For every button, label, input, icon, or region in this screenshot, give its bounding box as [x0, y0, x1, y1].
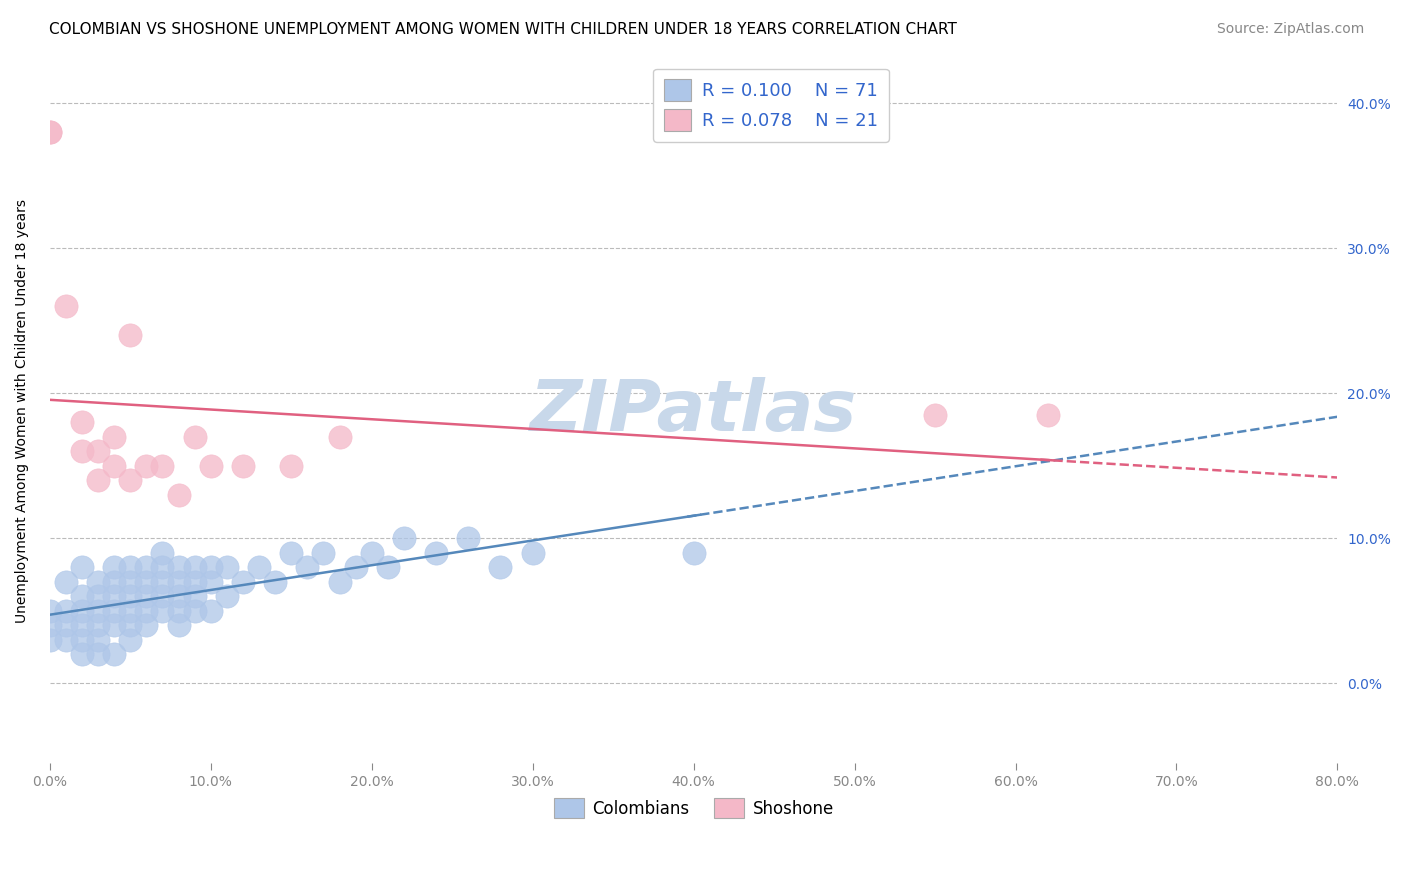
Point — [297, 560, 319, 574]
Point — [457, 531, 479, 545]
Point — [70, 648, 93, 662]
Point — [167, 488, 190, 502]
Point — [280, 546, 302, 560]
Point — [103, 604, 125, 618]
Point — [70, 590, 93, 604]
Point — [103, 590, 125, 604]
Point — [120, 574, 142, 589]
Point — [120, 604, 142, 618]
Point — [183, 560, 205, 574]
Point — [152, 546, 174, 560]
Point — [152, 604, 174, 618]
Point — [87, 618, 110, 632]
Point — [38, 632, 60, 647]
Point — [103, 560, 125, 574]
Point — [200, 574, 222, 589]
Point — [167, 574, 190, 589]
Point — [120, 618, 142, 632]
Point — [924, 408, 946, 422]
Y-axis label: Unemployment Among Women with Children Under 18 years: Unemployment Among Women with Children U… — [15, 200, 30, 624]
Point — [328, 574, 350, 589]
Point — [183, 604, 205, 618]
Point — [215, 560, 238, 574]
Point — [87, 590, 110, 604]
Point — [70, 415, 93, 429]
Point — [38, 125, 60, 139]
Point — [103, 574, 125, 589]
Point — [200, 458, 222, 473]
Point — [55, 604, 77, 618]
Point — [280, 458, 302, 473]
Point — [70, 618, 93, 632]
Point — [38, 618, 60, 632]
Point — [183, 574, 205, 589]
Point — [120, 590, 142, 604]
Point — [167, 618, 190, 632]
Point — [377, 560, 399, 574]
Point — [152, 590, 174, 604]
Point — [55, 299, 77, 313]
Point — [38, 604, 60, 618]
Point — [183, 590, 205, 604]
Point — [55, 574, 77, 589]
Point — [522, 546, 544, 560]
Point — [135, 590, 157, 604]
Point — [232, 574, 254, 589]
Point — [167, 560, 190, 574]
Point — [344, 560, 367, 574]
Text: COLOMBIAN VS SHOSHONE UNEMPLOYMENT AMONG WOMEN WITH CHILDREN UNDER 18 YEARS CORR: COLOMBIAN VS SHOSHONE UNEMPLOYMENT AMONG… — [49, 22, 957, 37]
Point — [70, 444, 93, 458]
Point — [135, 560, 157, 574]
Point — [103, 648, 125, 662]
Point — [232, 458, 254, 473]
Point — [392, 531, 415, 545]
Point — [1036, 408, 1059, 422]
Point — [87, 604, 110, 618]
Point — [120, 473, 142, 487]
Point — [247, 560, 270, 574]
Point — [264, 574, 287, 589]
Point — [120, 328, 142, 343]
Legend: Colombians, Shoshone: Colombians, Shoshone — [547, 791, 841, 825]
Point — [103, 458, 125, 473]
Text: Source: ZipAtlas.com: Source: ZipAtlas.com — [1216, 22, 1364, 37]
Point — [103, 430, 125, 444]
Point — [120, 632, 142, 647]
Point — [120, 560, 142, 574]
Point — [103, 618, 125, 632]
Point — [215, 590, 238, 604]
Point — [87, 574, 110, 589]
Point — [152, 560, 174, 574]
Point — [183, 430, 205, 444]
Point — [135, 574, 157, 589]
Point — [70, 604, 93, 618]
Point — [200, 604, 222, 618]
Point — [135, 604, 157, 618]
Point — [167, 590, 190, 604]
Point — [682, 546, 704, 560]
Text: ZIPatlas: ZIPatlas — [530, 376, 858, 446]
Point — [360, 546, 382, 560]
Point — [135, 618, 157, 632]
Point — [87, 473, 110, 487]
Point — [425, 546, 447, 560]
Point — [87, 444, 110, 458]
Point — [55, 618, 77, 632]
Point — [87, 632, 110, 647]
Point — [70, 632, 93, 647]
Point — [38, 125, 60, 139]
Point — [55, 632, 77, 647]
Point — [135, 458, 157, 473]
Point — [152, 458, 174, 473]
Point — [87, 648, 110, 662]
Point — [167, 604, 190, 618]
Point — [152, 574, 174, 589]
Point — [200, 560, 222, 574]
Point — [489, 560, 512, 574]
Point — [328, 430, 350, 444]
Point — [70, 560, 93, 574]
Point — [312, 546, 335, 560]
